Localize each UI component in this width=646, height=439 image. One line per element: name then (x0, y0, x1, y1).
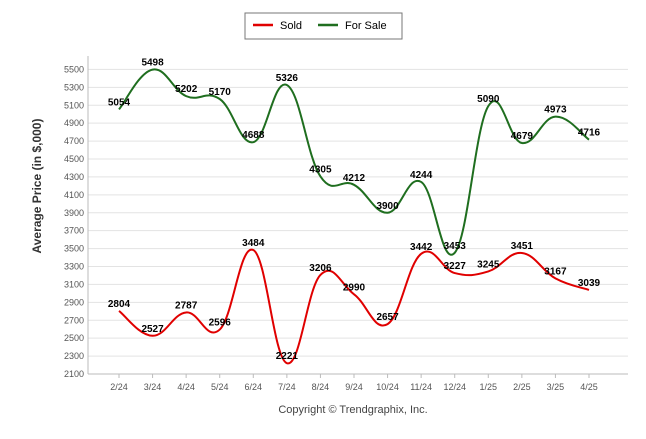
data-label-for-sale: 5326 (276, 73, 299, 84)
y-tick-label: 3500 (64, 244, 84, 254)
gridlines (87, 56, 628, 375)
x-tick-label: 4/24 (177, 382, 195, 392)
y-tick-label: 2300 (64, 351, 84, 361)
data-label-for-sale: 5054 (108, 97, 131, 108)
data-label-sold: 2990 (343, 282, 366, 293)
x-tick-label: 8/24 (312, 382, 330, 392)
data-label-for-sale: 4716 (578, 128, 601, 139)
data-label-sold: 3039 (578, 278, 601, 289)
y-tick-label: 4900 (64, 118, 84, 128)
y-tick-label: 2500 (64, 333, 84, 343)
x-tick-label: 2/25 (513, 382, 531, 392)
data-label-sold: 3442 (410, 242, 433, 253)
legend-label-sold: Sold (280, 20, 302, 32)
y-tick-label: 5500 (64, 64, 84, 74)
data-label-for-sale: 5090 (477, 94, 500, 105)
y-tick-label: 3300 (64, 262, 84, 272)
series-line-sold (118, 249, 590, 365)
x-axis-ticks: 2/24 3/24 4/24 5/24 6/24 7/24 8/24 9/24 10/24 11/… (110, 374, 598, 392)
data-label-for-sale: 3900 (376, 201, 399, 212)
data-label-for-sale: 4679 (511, 131, 534, 142)
y-tick-label: 3900 (64, 208, 84, 218)
data-label-sold: 2527 (141, 324, 164, 335)
legend-label-for-sale: For Sale (345, 20, 387, 32)
data-label-for-sale: 5170 (209, 87, 232, 98)
x-tick-label: 2/24 (110, 382, 128, 392)
data-label-for-sale: 5202 (175, 84, 198, 95)
data-label-sold: 3167 (544, 266, 567, 277)
y-tick-label: 3700 (64, 226, 84, 236)
data-label-sold: 3206 (309, 263, 332, 274)
y-tick-label: 4300 (64, 172, 84, 182)
data-label-sold: 3245 (477, 259, 500, 270)
y-axis-label: Average Price (in $,000) (30, 119, 44, 254)
x-tick-label: 6/24 (245, 382, 263, 392)
x-tick-label: 3/24 (144, 382, 162, 392)
x-tick-label: 1/25 (480, 382, 498, 392)
y-tick-label: 2900 (64, 297, 84, 307)
x-tick-label: 7/24 (278, 382, 296, 392)
y-tick-label: 3100 (64, 279, 84, 289)
data-label-sold: 3484 (242, 238, 265, 249)
y-tick-label: 5300 (64, 82, 84, 92)
data-label-sold: 3227 (444, 261, 467, 272)
data-label-sold: 2221 (276, 351, 299, 362)
x-tick-label: 12/24 (443, 382, 466, 392)
data-label-for-sale: 4973 (544, 105, 567, 116)
x-tick-label: 9/24 (345, 382, 363, 392)
x-tick-label: 10/24 (376, 382, 399, 392)
data-labels: 2804 2527 2787 2596 3484 2221 3206 2990 2657 3442… (108, 58, 601, 363)
data-label-sold: 2657 (376, 312, 399, 323)
data-label-for-sale: 4244 (410, 170, 433, 181)
y-tick-label: 4500 (64, 154, 84, 164)
y-axis-ticks: 2100 2300 2500 2700 2900 3100 3300 3500 3700 3900… (64, 64, 84, 379)
data-label-sold: 2787 (175, 300, 198, 311)
data-label-sold: 3451 (511, 241, 534, 252)
data-label-for-sale: 4305 (309, 164, 332, 175)
x-tick-label: 11/24 (410, 382, 432, 392)
y-tick-label: 2700 (64, 315, 84, 325)
data-label-sold: 2804 (108, 299, 131, 310)
x-tick-label: 4/25 (580, 382, 598, 392)
series-line-for-sale (118, 68, 590, 256)
series-lines (118, 68, 590, 365)
legend[interactable]: Sold For Sale (244, 12, 403, 40)
y-tick-label: 2100 (64, 369, 84, 379)
y-tick-label: 5100 (64, 100, 84, 110)
data-label-for-sale: 5498 (141, 58, 164, 69)
data-label-for-sale: 3453 (444, 241, 467, 252)
y-tick-label: 4700 (64, 136, 84, 146)
x-tick-label: 3/25 (547, 382, 565, 392)
data-label-for-sale: 4212 (343, 173, 366, 184)
copyright-text: Copyright © Trendgraphix, Inc. (278, 404, 427, 416)
data-label-for-sale: 4688 (242, 130, 265, 141)
y-tick-label: 4100 (64, 190, 84, 200)
plot-area (88, 56, 628, 374)
x-tick-label: 5/24 (211, 382, 229, 392)
data-label-sold: 2596 (209, 318, 232, 329)
